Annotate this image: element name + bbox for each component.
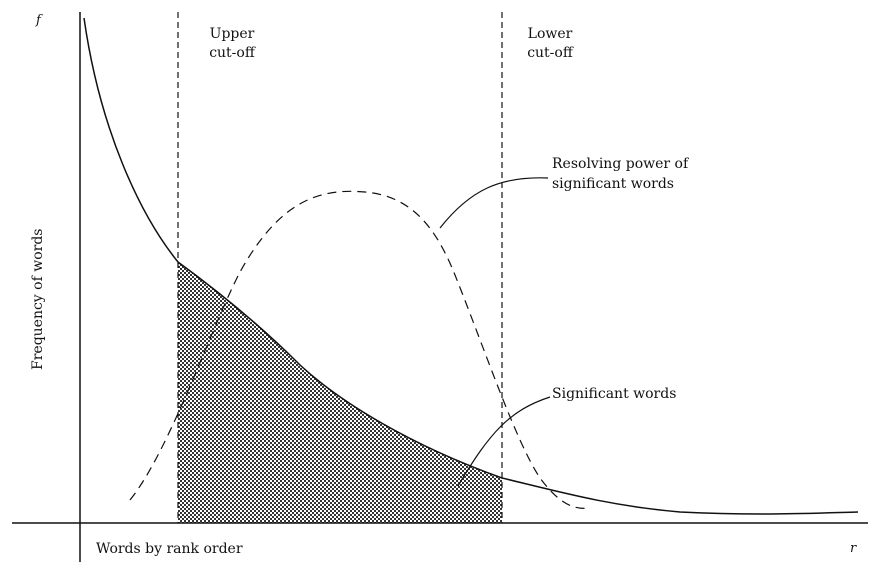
lower-cutoff-label-line-1: Lower [528,26,573,42]
y-axis-label: Frequency of words [30,229,46,370]
upper-cutoff-label-line-2: cut-off [209,45,256,61]
lower-cutoff-label-line-2: cut-off [527,45,574,61]
significant-words-region [178,262,502,523]
y-axis-symbol: f [35,13,43,28]
x-axis-symbol: r [850,541,857,556]
upper-cutoff-label-line-1: Upper [210,26,255,42]
resolving-power-label-line-2: significant words [552,176,674,192]
x-axis-label: Words by rank order [96,541,243,557]
significant-words-pointer [457,396,551,487]
resolving-power-label-line-1: Resolving power of [552,156,690,172]
resolving-power-pointer [439,177,549,229]
frequency-curve [83,17,859,515]
significant-words-label: Significant words [552,386,676,402]
resolving-power-curve [129,190,591,509]
